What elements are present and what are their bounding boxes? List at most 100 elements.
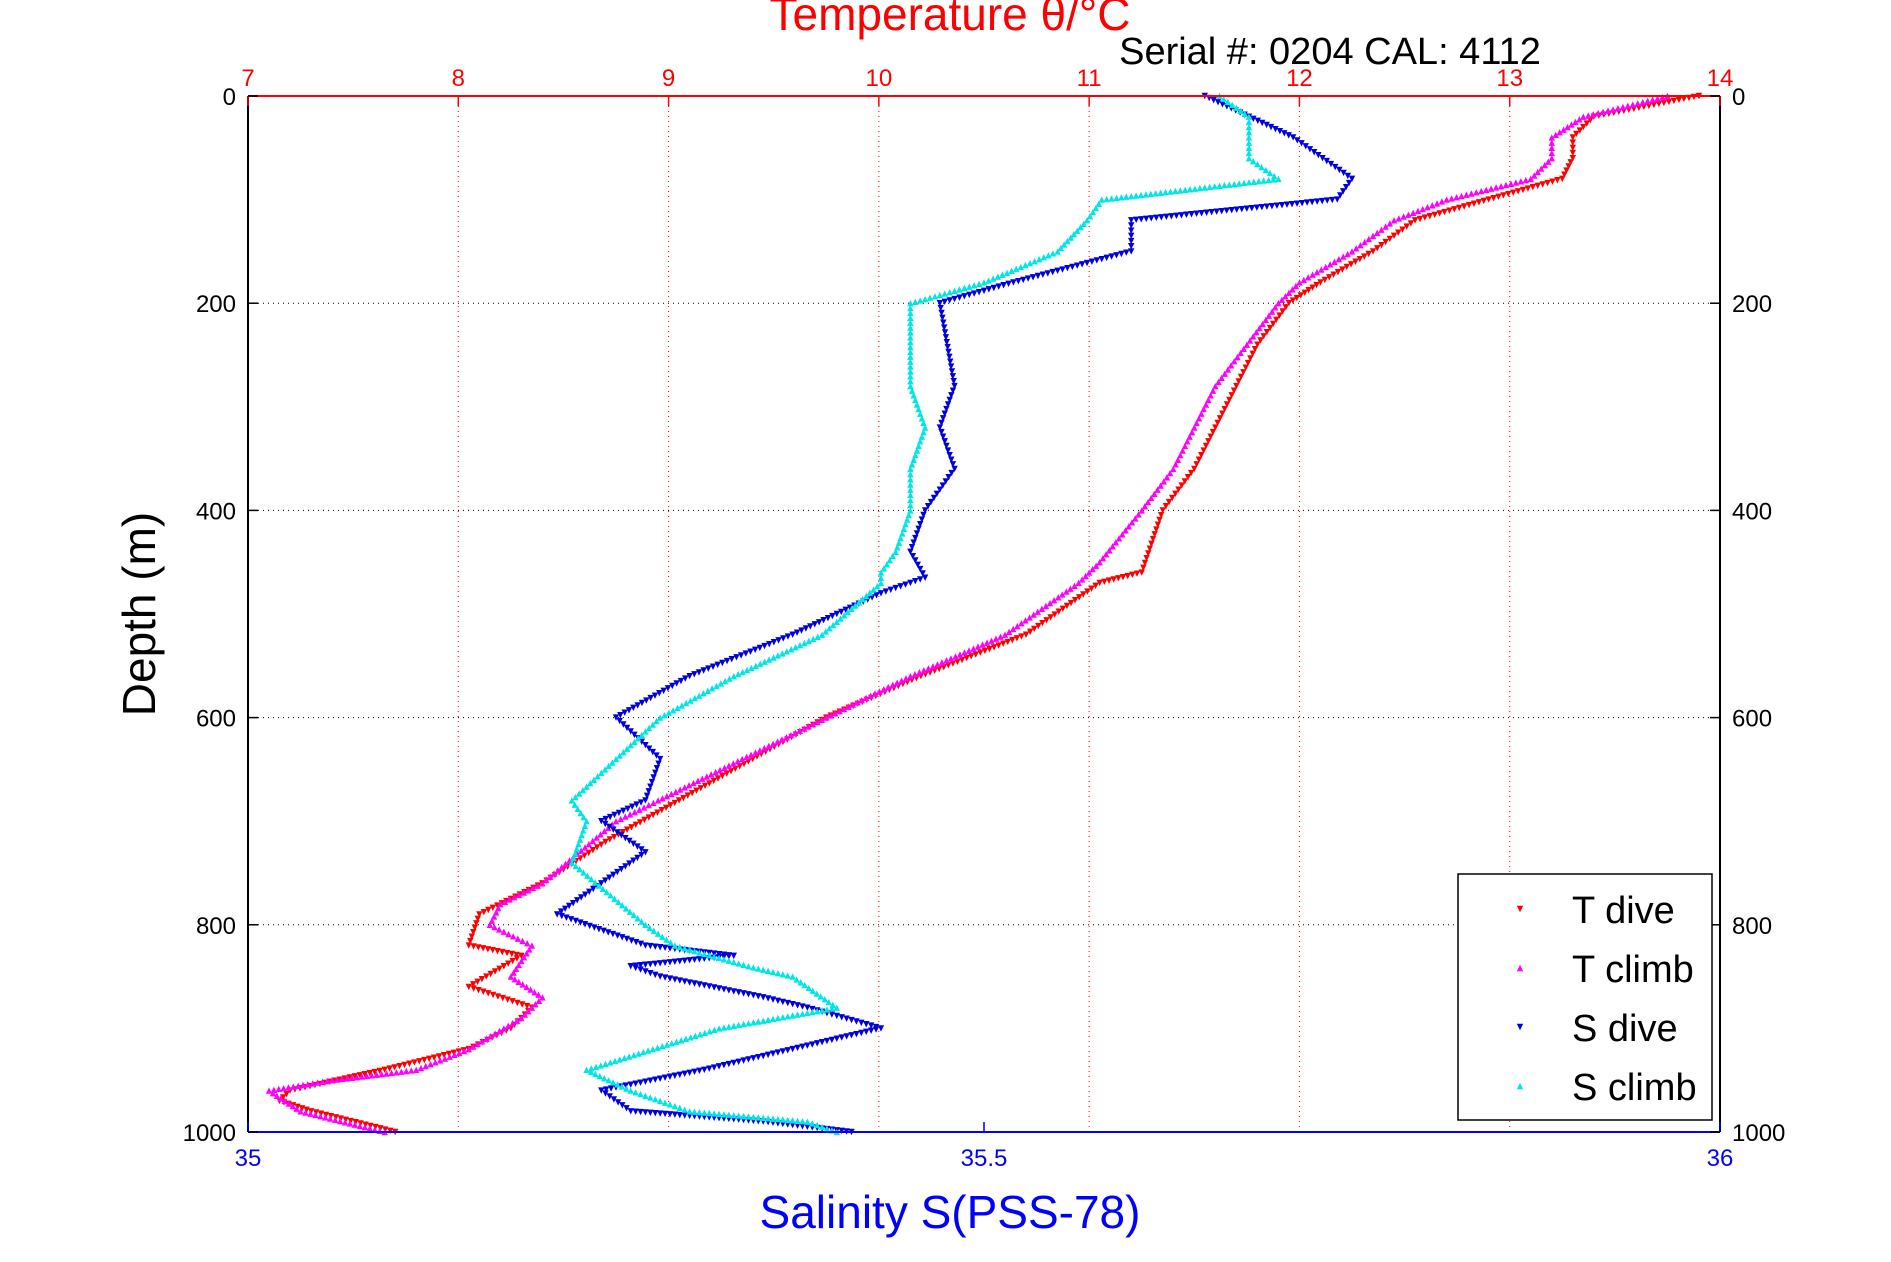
data-point (363, 1072, 370, 1080)
legend-marker (1516, 1023, 1524, 1031)
data-point (882, 588, 890, 595)
data-point (661, 711, 668, 719)
data-point (588, 875, 595, 883)
data-point (1458, 192, 1465, 200)
data-point (1405, 211, 1412, 218)
data-point (951, 295, 958, 303)
data-point (730, 760, 737, 767)
data-point (1390, 232, 1398, 240)
data-point (701, 950, 708, 958)
data-point (1143, 215, 1150, 223)
data-point (553, 911, 561, 918)
data-point (1292, 282, 1300, 290)
data-point (750, 1055, 757, 1062)
data-point (796, 727, 803, 734)
data-point (1165, 498, 1173, 506)
data-point (876, 688, 883, 695)
data-point (1548, 149, 1555, 157)
data-point (669, 707, 677, 714)
data-point (1680, 95, 1688, 103)
data-point (940, 663, 947, 671)
data-point (818, 1039, 826, 1046)
data-point (616, 1056, 623, 1063)
data-point (602, 820, 609, 828)
data-point (473, 920, 480, 927)
data-point (401, 1061, 408, 1069)
data-point (939, 415, 947, 422)
data-point (938, 309, 945, 317)
data-point (947, 655, 955, 662)
data-point (628, 803, 636, 810)
data-point (581, 844, 589, 851)
data-point (1067, 234, 1074, 241)
data-point (357, 1120, 364, 1127)
data-point (682, 1035, 690, 1042)
data-point (620, 807, 627, 815)
data-point (735, 960, 742, 967)
data-point (1253, 204, 1261, 211)
data-point (568, 797, 576, 804)
data-point (1242, 364, 1249, 371)
data-point (342, 1116, 349, 1124)
data-point (942, 334, 950, 341)
data-point (1202, 401, 1210, 408)
data-point (760, 994, 767, 1001)
data-point (725, 953, 733, 960)
data-point (1259, 320, 1266, 328)
data-point (636, 819, 644, 826)
data-point (1260, 333, 1267, 340)
data-point (590, 776, 598, 783)
data-point (649, 721, 656, 728)
data-point (656, 714, 664, 721)
data-point (1441, 208, 1448, 216)
data-point (1313, 198, 1321, 205)
data-point (995, 642, 1002, 649)
data-point (827, 712, 834, 719)
data-point (664, 685, 672, 692)
data-point (621, 709, 628, 716)
data-point (582, 891, 589, 898)
data-point (417, 1064, 425, 1072)
data-point (680, 794, 687, 802)
data-point (1153, 214, 1160, 221)
data-point (1213, 208, 1220, 215)
data-point (1485, 196, 1492, 203)
data-point (475, 944, 482, 951)
data-point (1042, 602, 1050, 610)
data-point (1590, 111, 1597, 118)
data-point (1670, 97, 1678, 105)
data-point (612, 818, 620, 825)
data-point (1039, 271, 1047, 278)
data-point (805, 637, 813, 645)
data-point (269, 1089, 277, 1097)
data-point (1654, 95, 1661, 102)
data-point (1361, 253, 1368, 260)
data-point (668, 790, 675, 798)
data-point (1157, 482, 1164, 489)
data-point (1644, 97, 1651, 105)
data-point (691, 1068, 698, 1076)
data-point (907, 368, 914, 375)
data-point (887, 586, 894, 594)
data-point (495, 905, 502, 912)
data-point (1278, 201, 1286, 209)
data-point (1196, 184, 1204, 192)
data-point (666, 959, 674, 966)
data-point (986, 645, 993, 653)
data-point (1110, 576, 1117, 583)
data-point (496, 965, 503, 973)
data-point (740, 760, 748, 768)
data-point (1241, 110, 1248, 117)
data-point (327, 1112, 335, 1120)
data-point (1529, 183, 1537, 191)
data-point (1173, 212, 1180, 219)
data-point (634, 915, 641, 922)
data-point (907, 476, 914, 483)
data-point (907, 548, 914, 556)
data-point (769, 740, 777, 747)
data-point (1113, 252, 1120, 259)
data-point (1403, 223, 1410, 230)
data-point (638, 731, 645, 739)
data-point (1123, 193, 1130, 200)
data-point (988, 637, 995, 644)
